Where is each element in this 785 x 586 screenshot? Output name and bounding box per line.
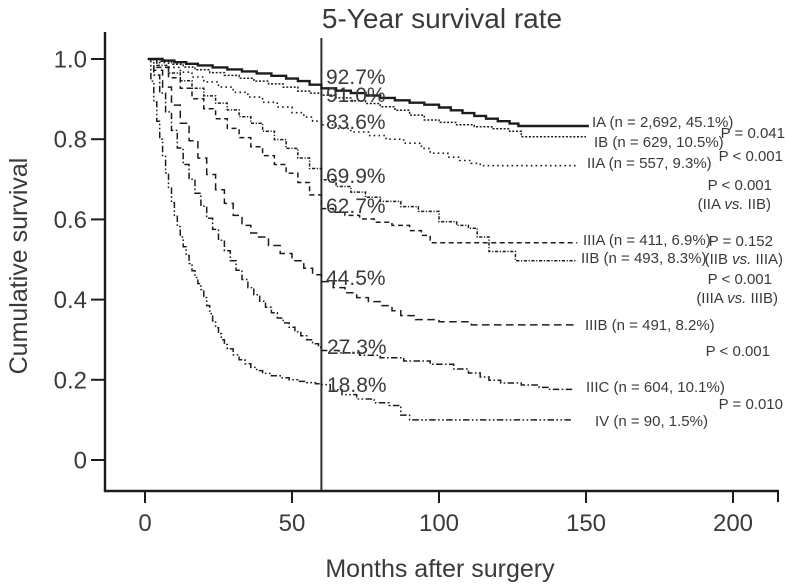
y-tick-label: 0	[74, 448, 87, 475]
series-label-IB: IB (n = 629, 10.5%)	[594, 134, 724, 151]
x-tick-label: 50	[279, 510, 306, 537]
rate-label-IA: 92.7%	[326, 66, 386, 89]
series-label-IIB: IIB (n = 493, 8.3%)	[581, 250, 707, 267]
axes: 1.0 0.8 0.6 0.4 0.2 0 0 50 100 150 200	[54, 32, 779, 537]
x-tick-label: 200	[713, 510, 753, 537]
rate-label-IB: 91.0%	[326, 84, 386, 107]
rate-label-IIB: 69.9%	[326, 165, 386, 188]
p-value-annotation: (IIB vs. IIIA)	[705, 251, 783, 268]
survival-curve-IIA	[147, 58, 578, 167]
series-label-IV: IV (n = 90, 1.5%)	[595, 413, 708, 430]
p-value-annotation: (IIA vs. IIB)	[698, 196, 771, 213]
series-label-IA: IA (n = 2,692, 45.1%)	[592, 114, 733, 131]
survival-curve-IIIC	[147, 58, 575, 391]
p-value-annotation: P < 0.001	[708, 177, 772, 194]
survival-curve-IIIB	[147, 58, 575, 326]
x-axis-label: Months after surgery	[325, 555, 555, 583]
y-tick-label: 0.6	[54, 207, 87, 234]
rate-label-IV: 18.8%	[327, 374, 387, 397]
p-value-annotation: P < 0.001	[706, 343, 770, 360]
y-axis-label: Cumulative survival	[5, 158, 33, 375]
y-tick-label: 0.4	[54, 287, 87, 314]
five-year-rate-labels: 92.7%91.0% 83.6% 62.7% 69.9% 44.5% 27.3% 18.8%	[326, 66, 387, 397]
series-label-IIIB: IIIB (n = 491, 8.2%)	[585, 317, 715, 334]
chart-title: 5-Year survival rate	[322, 3, 562, 34]
y-tick-label: 1.0	[54, 47, 87, 74]
series-label-IIIA: IIIA (n = 411, 6.9%)	[583, 232, 711, 249]
p-value-annotations: P = 0.041 P < 0.001 P < 0.001 (IIA vs. IIB)…	[696, 125, 785, 413]
rate-label-IIIC: 27.3%	[327, 336, 387, 359]
rate-label-IIIB: 44.5%	[326, 267, 386, 290]
p-value-annotation: P < 0.001	[719, 148, 783, 165]
series-label-IIIC: IIIC (n = 604, 10.1%)	[586, 379, 725, 396]
x-tick-label: 0	[138, 510, 151, 537]
survival-curve-IIIA	[147, 58, 578, 244]
survival-curve-IA	[147, 57, 589, 128]
y-tick-label: 0.2	[54, 367, 87, 394]
y-tick-label: 0.8	[54, 127, 87, 154]
survival-curves	[147, 57, 589, 421]
survival-curve-IIB	[147, 58, 578, 262]
p-value-annotation: P = 0.041	[721, 125, 785, 142]
p-value-annotation: P < 0.001	[708, 271, 772, 288]
series-label-IIA: IIA (n = 557, 9.3%)	[587, 155, 712, 172]
rate-label-IIA: 83.6%	[326, 111, 386, 134]
p-value-annotation: (IIIA vs. IIIB)	[696, 290, 778, 307]
x-tick-label: 150	[566, 510, 606, 537]
survival-curve-IV	[147, 58, 572, 421]
p-value-annotation: P = 0.010	[719, 396, 783, 413]
series-legend-labels: IA (n = 2,692, 45.1%) IB (n = 629, 10.5%)…	[581, 114, 733, 430]
rate-label-IIIA: 62.7%	[326, 195, 386, 218]
p-value-annotation: P = 0.152	[709, 233, 773, 250]
x-tick-label: 100	[419, 510, 459, 537]
survival-curve-IB	[147, 58, 586, 138]
